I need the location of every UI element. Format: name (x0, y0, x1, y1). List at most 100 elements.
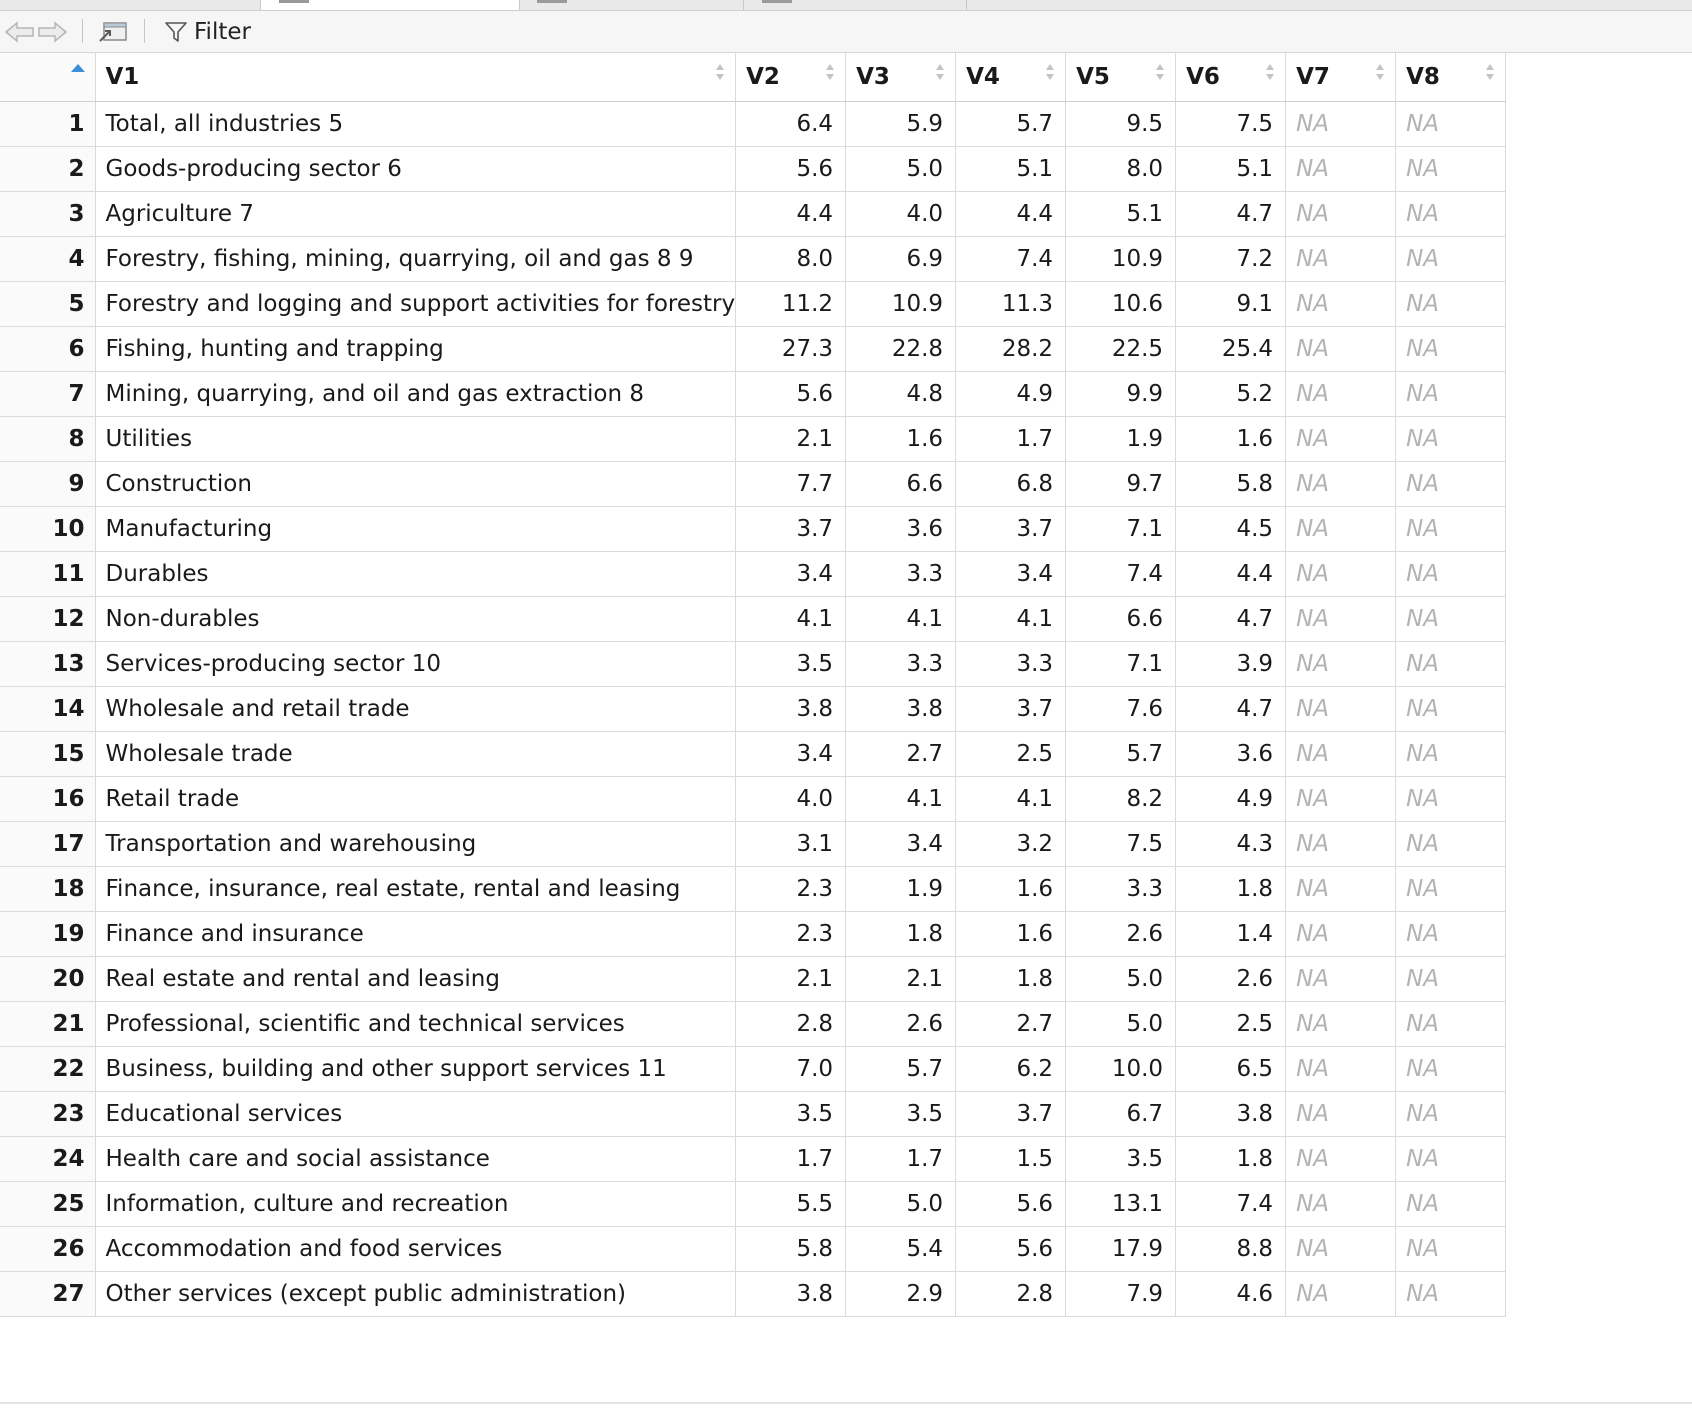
table-cell-v4[interactable]: 6.2 (955, 1046, 1067, 1092)
table-cell-v7[interactable]: NA (1285, 821, 1397, 867)
table-cell-v1[interactable]: Manufacturing (95, 506, 737, 552)
table-cell-v7[interactable]: NA (1285, 641, 1397, 687)
table-cell-v6[interactable]: 1.8 (1175, 1136, 1287, 1182)
table-cell-v3[interactable]: 4.1 (845, 596, 957, 642)
table-cell-v8[interactable]: NA (1395, 326, 1507, 372)
table-cell-v8[interactable]: NA (1395, 416, 1507, 462)
table-cell-v8[interactable]: NA (1395, 596, 1507, 642)
table-cell-v8[interactable]: NA (1395, 911, 1507, 957)
table-cell-v6[interactable]: 4.3 (1175, 821, 1287, 867)
table-cell-v7[interactable]: NA (1285, 1091, 1397, 1137)
table-cell-v6[interactable]: 3.9 (1175, 641, 1287, 687)
table-cell-v5[interactable]: 7.5 (1065, 821, 1177, 867)
table-cell-v7[interactable]: NA (1285, 191, 1397, 237)
table-cell-v3[interactable]: 10.9 (845, 281, 957, 327)
table-cell-v1[interactable]: Non-durables (95, 596, 737, 642)
table-cell-v7[interactable]: NA (1285, 506, 1397, 552)
table-cell-v5[interactable]: 6.7 (1065, 1091, 1177, 1137)
table-cell-v5[interactable]: 5.1 (1065, 191, 1177, 237)
table-cell-v1[interactable]: Wholesale and retail trade (95, 686, 737, 732)
table-cell-v4[interactable]: 4.4 (955, 191, 1067, 237)
table-cell-v1[interactable]: Transportation and warehousing (95, 821, 737, 867)
table-cell-v8[interactable]: NA (1395, 461, 1507, 507)
column-header-v4[interactable]: V4 (955, 53, 1067, 102)
table-cell-v6[interactable]: 4.6 (1175, 1271, 1287, 1317)
table-cell-v4[interactable]: 5.6 (955, 1226, 1067, 1272)
table-cell-v8[interactable]: NA (1395, 1226, 1507, 1272)
table-cell-v5[interactable]: 9.7 (1065, 461, 1177, 507)
table-cell-v1[interactable]: Finance and insurance (95, 911, 737, 957)
table-cell-v1[interactable]: Health care and social assistance (95, 1136, 737, 1182)
table-cell-v5[interactable]: 8.0 (1065, 146, 1177, 192)
sort-toggle-icon[interactable] (825, 61, 835, 83)
table-cell-v6[interactable]: 2.5 (1175, 1001, 1287, 1047)
table-cell-v4[interactable]: 2.8 (955, 1271, 1067, 1317)
table-cell-v3[interactable]: 2.9 (845, 1271, 957, 1317)
table-cell-v2[interactable]: 27.3 (735, 326, 847, 372)
table-cell-v7[interactable]: NA (1285, 776, 1397, 822)
table-cell-v4[interactable]: 1.8 (955, 956, 1067, 1002)
table-cell-v5[interactable]: 6.6 (1065, 596, 1177, 642)
table-cell-v3[interactable]: 2.7 (845, 731, 957, 777)
table-cell-v2[interactable]: 3.8 (735, 686, 847, 732)
table-cell-v7[interactable]: NA (1285, 146, 1397, 192)
table-cell-v2[interactable]: 4.1 (735, 596, 847, 642)
table-cell-v6[interactable]: 4.4 (1175, 551, 1287, 597)
table-cell-v1[interactable]: Information, culture and recreation (95, 1181, 737, 1227)
sort-toggle-icon[interactable] (1265, 61, 1275, 83)
table-cell-v4[interactable]: 1.5 (955, 1136, 1067, 1182)
table-cell-v2[interactable]: 7.0 (735, 1046, 847, 1092)
table-cell-v7[interactable]: NA (1285, 1226, 1397, 1272)
table-cell-v6[interactable]: 4.5 (1175, 506, 1287, 552)
table-cell-v6[interactable]: 4.7 (1175, 686, 1287, 732)
table-cell-v3[interactable]: 3.3 (845, 641, 957, 687)
table-cell-v8[interactable]: NA (1395, 371, 1507, 417)
table-cell-v6[interactable]: 5.2 (1175, 371, 1287, 417)
table-cell-v1[interactable]: Mining, quarrying, and oil and gas extra… (95, 371, 737, 417)
table-cell-v5[interactable]: 7.1 (1065, 641, 1177, 687)
table-cell-v2[interactable]: 8.0 (735, 236, 847, 282)
table-cell-v2[interactable]: 3.8 (735, 1271, 847, 1317)
table-cell-v3[interactable]: 3.8 (845, 686, 957, 732)
sort-toggle-icon[interactable] (1155, 61, 1165, 83)
table-cell-v2[interactable]: 3.5 (735, 641, 847, 687)
table-cell-v4[interactable]: 4.1 (955, 596, 1067, 642)
table-cell-v2[interactable]: 3.4 (735, 731, 847, 777)
table-cell-v5[interactable]: 1.9 (1065, 416, 1177, 462)
table-cell-v6[interactable]: 3.8 (1175, 1091, 1287, 1137)
table-cell-v7[interactable]: NA (1285, 731, 1397, 777)
table-cell-v3[interactable]: 5.7 (845, 1046, 957, 1092)
table-cell-v1[interactable]: Utilities (95, 416, 737, 462)
table-cell-v1[interactable]: Durables (95, 551, 737, 597)
table-cell-v2[interactable]: 5.6 (735, 146, 847, 192)
table-cell-v7[interactable]: NA (1285, 551, 1397, 597)
table-cell-v5[interactable]: 10.0 (1065, 1046, 1177, 1092)
table-cell-v8[interactable]: NA (1395, 1136, 1507, 1182)
table-cell-v5[interactable]: 5.0 (1065, 956, 1177, 1002)
table-cell-v4[interactable]: 3.7 (955, 686, 1067, 732)
table-cell-v1[interactable]: Agriculture 7 (95, 191, 737, 237)
table-cell-v2[interactable]: 2.1 (735, 416, 847, 462)
table-cell-v4[interactable]: 3.3 (955, 641, 1067, 687)
table-cell-v1[interactable]: Fishing, hunting and trapping (95, 326, 737, 372)
table-cell-v1[interactable]: Retail trade (95, 776, 737, 822)
table-cell-v6[interactable]: 1.4 (1175, 911, 1287, 957)
table-cell-v8[interactable]: NA (1395, 776, 1507, 822)
table-cell-v6[interactable]: 4.7 (1175, 191, 1287, 237)
table-cell-v3[interactable]: 4.1 (845, 776, 957, 822)
table-cell-v6[interactable]: 1.8 (1175, 866, 1287, 912)
table-cell-v8[interactable]: NA (1395, 1001, 1507, 1047)
table-cell-v5[interactable]: 8.2 (1065, 776, 1177, 822)
table-cell-v7[interactable]: NA (1285, 101, 1397, 147)
table-cell-v2[interactable]: 5.8 (735, 1226, 847, 1272)
table-cell-v6[interactable]: 5.1 (1175, 146, 1287, 192)
table-cell-v4[interactable]: 2.5 (955, 731, 1067, 777)
table-cell-v5[interactable]: 17.9 (1065, 1226, 1177, 1272)
table-cell-v8[interactable]: NA (1395, 236, 1507, 282)
table-cell-v7[interactable]: NA (1285, 1181, 1397, 1227)
tab-2[interactable] (519, 0, 744, 10)
table-cell-v4[interactable]: 5.7 (955, 101, 1067, 147)
table-cell-v2[interactable]: 11.2 (735, 281, 847, 327)
table-cell-v1[interactable]: Accommodation and food services (95, 1226, 737, 1272)
table-cell-v2[interactable]: 2.3 (735, 866, 847, 912)
